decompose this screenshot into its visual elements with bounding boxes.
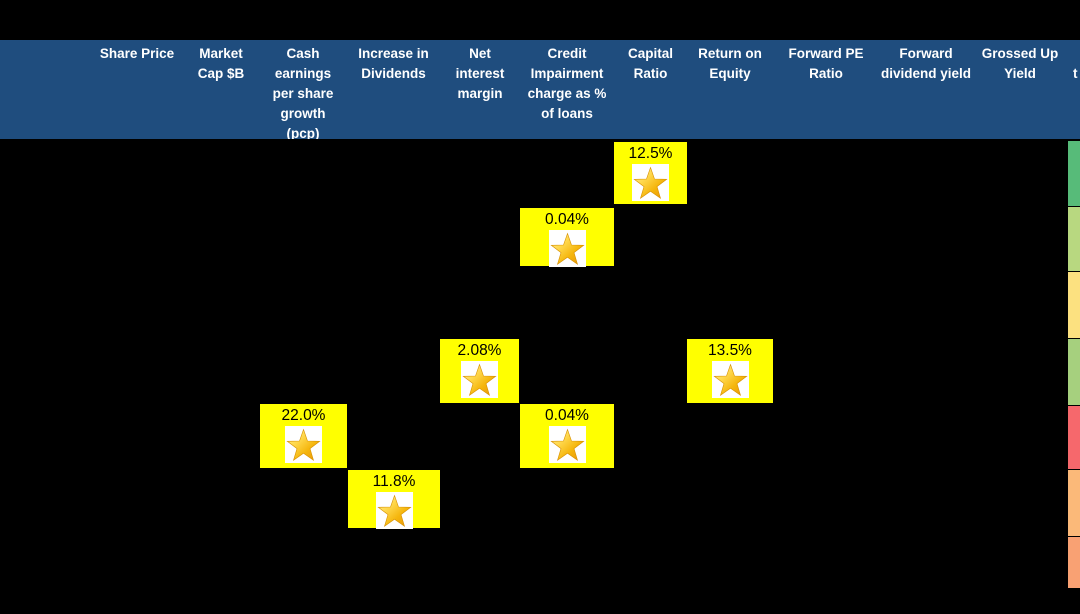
color-scale-cell-row7 (1068, 537, 1080, 588)
highlight-cell-capital-ratio: 12.5% (614, 142, 687, 204)
highlight-cell-credit-impairment-b: 0.04% (520, 404, 614, 468)
highlight-value: 0.04% (545, 407, 589, 424)
highlight-cell-return-on-equity: 13.5% (687, 339, 773, 403)
highlight-cell-credit-impairment-a: 0.04% (520, 208, 614, 267)
column-header-return-on-equity: Return on Equity (698, 46, 762, 81)
highlight-value: 0.04% (545, 211, 589, 228)
column-header-row-label (0, 40, 90, 139)
color-scale-cell-row4 (1068, 339, 1080, 405)
highlight-value: 11.8% (372, 473, 416, 490)
highlight-value: 2.08% (457, 342, 502, 359)
table-header-row (0, 40, 1080, 139)
color-scale-cell-row2 (1068, 207, 1080, 271)
highlight-cell-cash-earnings-growth: 22.0% (260, 404, 347, 468)
highlight-value: 12.5% (628, 145, 673, 162)
color-scale-cell-row1 (1068, 141, 1080, 206)
column-header-cash-earnings-growth: Cash earnings per share growth (pcp) (272, 46, 334, 139)
column-header-capital-ratio: Capital Ratio (627, 46, 673, 81)
star-icon (375, 492, 413, 529)
column-header-truncated: t (1073, 66, 1078, 81)
highlight-cell-net-interest-margin: 2.08% (440, 339, 519, 403)
color-scale-cell-row6 (1068, 470, 1080, 536)
column-header-forward-pe-ratio: Forward PE Ratio (788, 46, 864, 81)
column-header-credit-impairment: Credit Impairment charge as % of loans (527, 46, 607, 121)
column-header-increase-in-dividends: Increase in Dividends (358, 46, 429, 81)
star-icon (711, 361, 749, 398)
star-icon (548, 426, 586, 463)
star-icon (285, 426, 322, 463)
color-scale-cell-row3 (1068, 272, 1080, 338)
color-scale-cell-row5 (1068, 406, 1080, 469)
column-header-market-cap: Market Cap $B (197, 46, 245, 81)
column-header-forward-dividend-yield: Forward dividend yield (880, 46, 972, 81)
star-icon (461, 361, 498, 398)
column-header-grossed-up-yield: Grossed Up Yield (981, 46, 1059, 81)
highlight-value: 22.0% (281, 407, 326, 424)
star-icon (632, 164, 669, 201)
column-header-net-interest-margin: Net interest margin (455, 46, 505, 101)
star-icon (548, 230, 586, 267)
column-header-share-price: Share Price (99, 46, 175, 61)
highlight-cell-increase-in-dividends: 11.8% (348, 470, 440, 529)
highlight-value: 13.5% (708, 342, 752, 359)
